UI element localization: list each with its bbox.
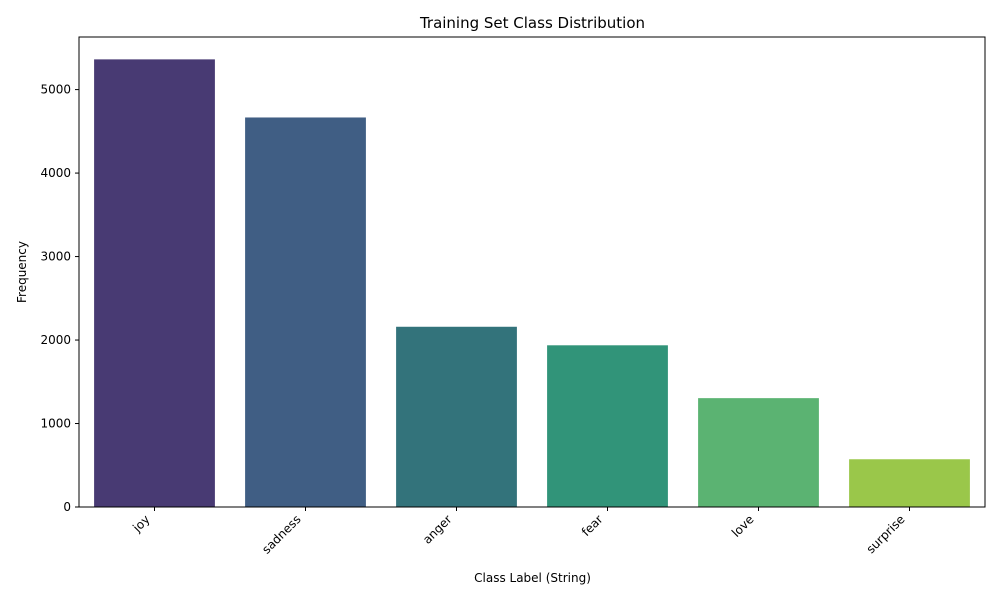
y-tick-label: 5000 xyxy=(40,83,71,97)
y-tick-label: 2000 xyxy=(40,333,71,347)
x-ticks-layer: joy sadness anger fear love surprise xyxy=(129,507,910,557)
plot-frame xyxy=(78,36,986,508)
y-axis-label: Frequency xyxy=(15,241,29,303)
x-tick-label-joy: joy xyxy=(129,512,152,535)
chart-title: Training Set Class Distribution xyxy=(419,14,645,32)
y-tick-label: 0 xyxy=(63,500,71,514)
bar-surprise xyxy=(849,459,970,507)
x-tick-label-anger: anger xyxy=(420,512,455,547)
bar-joy xyxy=(94,59,215,508)
x-axis-label: Class Label (String) xyxy=(474,571,591,585)
bars-layer xyxy=(94,59,970,508)
x-tick-label-sadness: sadness xyxy=(259,512,303,556)
y-ticks-layer: 0 1000 2000 3000 4000 5000 xyxy=(40,83,79,514)
bar-sadness xyxy=(245,117,366,508)
bar-fear xyxy=(547,345,668,507)
y-tick-label: 1000 xyxy=(40,417,71,431)
bar-love xyxy=(698,398,819,507)
x-tick-label-surprise: surprise xyxy=(864,512,908,556)
x-tick-label-love: love xyxy=(729,512,757,540)
x-tick-label-fear: fear xyxy=(579,512,606,539)
y-tick-label: 4000 xyxy=(40,166,71,180)
y-tick-label: 3000 xyxy=(40,250,71,264)
bar-anger xyxy=(396,326,517,507)
